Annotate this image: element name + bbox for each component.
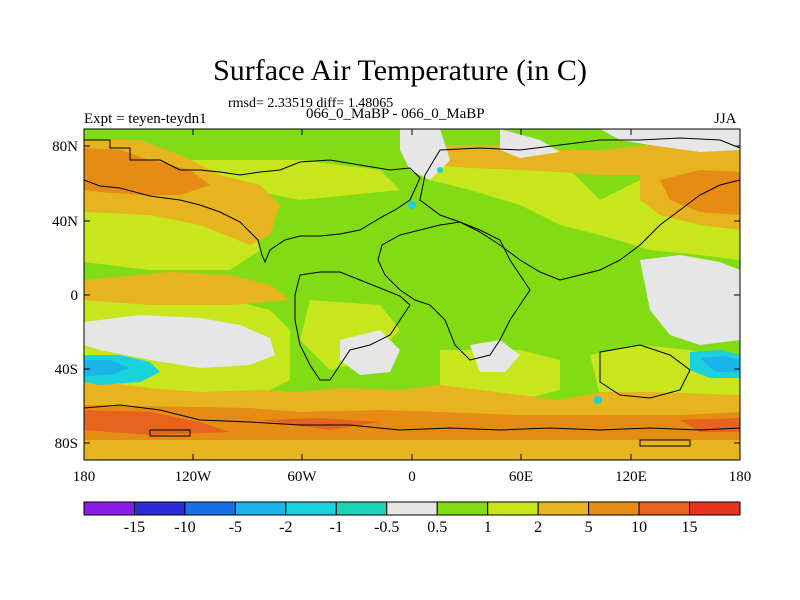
lon-tick-label: 120W xyxy=(175,469,213,485)
lon-tick-labels: 180 120W 60W 0 60E 120E 180 xyxy=(73,469,752,485)
lat-tick-labels: 80N 40N 0 40S 80S xyxy=(52,139,78,452)
lon-tick-label: 180 xyxy=(73,469,96,485)
lat-tick-label: 80S xyxy=(55,436,78,452)
colorbar-label: -2 xyxy=(279,519,292,536)
colorbar-swatch xyxy=(133,501,186,516)
lon-tick-label: 0 xyxy=(408,469,416,485)
lon-tick-label: 60W xyxy=(287,469,317,485)
colorbar-swatch xyxy=(537,501,590,516)
continent-outlines xyxy=(83,137,741,447)
colorbar-swatch xyxy=(335,501,388,516)
colorbar-swatch xyxy=(588,501,640,516)
lon-tick-label: 60E xyxy=(509,469,533,485)
cold-anomalies xyxy=(84,167,740,404)
colorbar-swatch xyxy=(234,501,287,516)
subtitle: 066_0_MaBP - 066_0_MaBP xyxy=(306,106,485,122)
colorbar-label: -0.5 xyxy=(374,519,399,536)
colorbar-label: 10 xyxy=(631,519,647,536)
chart-title: Surface Air Temperature (in C) xyxy=(213,54,587,87)
colorbar-swatch xyxy=(386,501,438,516)
lat-tick-label: 40N xyxy=(52,214,78,230)
colorbar-label: -5 xyxy=(229,519,242,536)
dark-orange-regions xyxy=(84,148,740,440)
colorbar-label: -1 xyxy=(330,519,343,536)
colorbar-swatch xyxy=(285,501,337,516)
lon-tick-label: 120E xyxy=(615,469,647,485)
colorbar-label: -10 xyxy=(174,519,195,536)
colorbar-swatch xyxy=(436,501,489,516)
lat-tick-label: 40S xyxy=(55,362,78,378)
lon-tick-label: 180 xyxy=(729,469,752,485)
lat-tick-marks xyxy=(84,145,740,444)
neutral-regions xyxy=(84,129,740,375)
season-label: JJA xyxy=(714,111,737,127)
colorbar-label: 5 xyxy=(585,519,593,536)
colorbar-swatch xyxy=(184,501,236,516)
lat-tick-label: 0 xyxy=(71,288,79,304)
colorbar-swatch xyxy=(487,501,539,516)
colorbar-swatch xyxy=(83,501,135,516)
colorbar-label: -15 xyxy=(124,519,145,536)
colorbar-labels: -15 -10 -5 -2 -1 -0.5 0.5 1 2 5 10 15 xyxy=(124,519,698,536)
colorbar-label: 1 xyxy=(484,519,492,536)
colorbar-label: 2 xyxy=(534,519,542,536)
colorbar-swatch xyxy=(638,501,691,516)
colorbar-label: 0.5 xyxy=(427,519,447,536)
colorbar-label: 15 xyxy=(682,519,698,536)
colorbar-swatch xyxy=(689,501,741,516)
experiment-label: Expt = teyen-teydn1 xyxy=(84,111,207,127)
lat-tick-label: 80N xyxy=(52,139,78,155)
colorbar xyxy=(83,501,741,516)
lon-tick-marks xyxy=(83,129,741,460)
stats-label: rmsd= 2.33519 diff= 1.48065 xyxy=(228,96,394,111)
